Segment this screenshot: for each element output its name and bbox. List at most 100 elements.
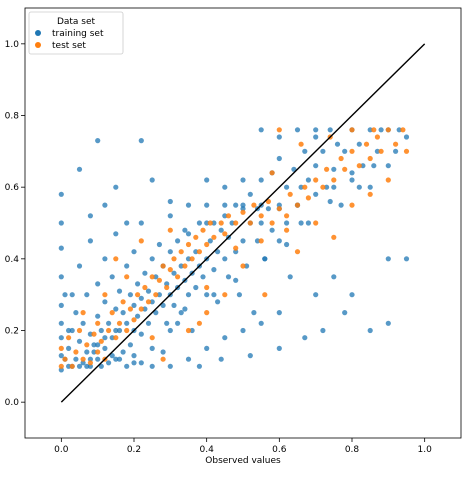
training-point-184 (403, 256, 410, 262)
training-point-85 (185, 256, 192, 262)
test-point-91 (185, 327, 192, 334)
test-point-21 (127, 306, 133, 312)
test-point-23 (135, 292, 141, 298)
training-point-193 (149, 177, 155, 183)
test-point-96 (80, 310, 86, 316)
y-axis: 0.0 0.2 0.4 0.6 0.8 1.0 (5, 40, 25, 408)
test-point-25 (142, 284, 148, 291)
y-tick-label-0: 0.0 (5, 398, 20, 408)
training-point-185 (385, 256, 391, 262)
test-point-54 (269, 220, 275, 226)
legend-marker-training (35, 30, 41, 36)
test-point-33 (171, 256, 177, 262)
test-point-98 (204, 284, 210, 291)
training-point-219 (284, 241, 290, 248)
test-point-0 (58, 363, 64, 369)
test-point-66 (342, 166, 348, 172)
training-point-178 (276, 345, 282, 351)
training-point-120 (254, 238, 261, 244)
test-point-10 (91, 331, 97, 337)
training-point-75 (167, 213, 173, 219)
training-point-196 (124, 220, 130, 226)
test-point-27 (149, 274, 155, 280)
training-point-68 (156, 241, 162, 248)
training-point-98 (207, 238, 213, 244)
training-point-162 (258, 127, 264, 133)
training-point-197 (87, 213, 93, 219)
test-point-12 (95, 320, 101, 326)
training-point-189 (95, 138, 101, 144)
training-point-144 (324, 184, 330, 190)
test-point-13 (98, 338, 104, 344)
training-point-195 (102, 202, 108, 208)
test-point-15 (106, 327, 112, 334)
training-point-201 (91, 349, 97, 355)
training-point-89 (193, 249, 199, 255)
test-point-59 (302, 184, 308, 190)
training-point-213 (167, 327, 173, 334)
training-point-9 (66, 363, 72, 369)
test-point-24 (138, 306, 144, 312)
training-point-71 (164, 320, 170, 326)
training-point-198 (113, 327, 119, 334)
training-point-186 (349, 292, 355, 298)
test-point-100 (196, 320, 202, 326)
test-point-84 (222, 292, 228, 298)
training-point-111 (233, 202, 239, 208)
training-point-180 (320, 327, 326, 334)
training-point-215 (182, 306, 188, 312)
training-point-192 (113, 184, 119, 190)
test-point-47 (225, 213, 232, 219)
training-point-171 (258, 320, 264, 326)
training-point-6 (58, 245, 64, 251)
training-point-224 (403, 134, 410, 140)
training-point-20 (84, 349, 90, 355)
reference-line (60, 43, 426, 403)
test-point-22 (131, 317, 137, 323)
training-point-38 (113, 356, 119, 362)
test-point-103 (294, 249, 301, 255)
test-point-93 (204, 310, 210, 316)
test-point-60 (305, 195, 311, 201)
points-layer (58, 127, 410, 373)
training-point-4 (58, 302, 64, 308)
test-point-3 (66, 335, 72, 341)
training-point-36 (109, 335, 115, 341)
training-point-80 (178, 310, 184, 316)
training-point-139 (305, 177, 311, 183)
training-point-90 (193, 284, 199, 291)
training-point-12 (69, 292, 75, 298)
training-point-1 (58, 353, 64, 359)
legend-marker-test (35, 42, 41, 48)
training-point-223 (371, 163, 377, 169)
training-point-92 (196, 220, 202, 226)
training-point-194 (167, 198, 173, 205)
test-point-42 (204, 241, 210, 248)
training-point-164 (294, 127, 301, 133)
training-point-60 (145, 320, 152, 326)
training-point-204 (109, 353, 115, 359)
test-point-51 (251, 202, 257, 208)
test-point-56 (284, 213, 290, 219)
training-point-143 (320, 148, 326, 154)
training-point-137 (302, 148, 308, 154)
test-point-50 (247, 220, 253, 226)
test-point-104 (331, 234, 337, 240)
test-point-52 (258, 213, 264, 219)
training-point-30 (98, 327, 104, 334)
training-point-0 (58, 367, 64, 373)
training-point-11 (69, 327, 75, 334)
training-point-66 (153, 274, 159, 280)
training-point-182 (367, 327, 373, 334)
training-point-147 (334, 141, 341, 147)
training-point-8 (58, 191, 64, 197)
training-point-206 (124, 363, 130, 369)
test-point-46 (222, 231, 228, 237)
test-point-32 (167, 267, 173, 273)
training-point-53 (135, 313, 141, 319)
training-point-105 (222, 213, 228, 219)
training-point-174 (160, 349, 166, 355)
training-point-15 (76, 363, 83, 369)
training-point-27 (95, 313, 101, 319)
test-point-35 (178, 249, 184, 255)
